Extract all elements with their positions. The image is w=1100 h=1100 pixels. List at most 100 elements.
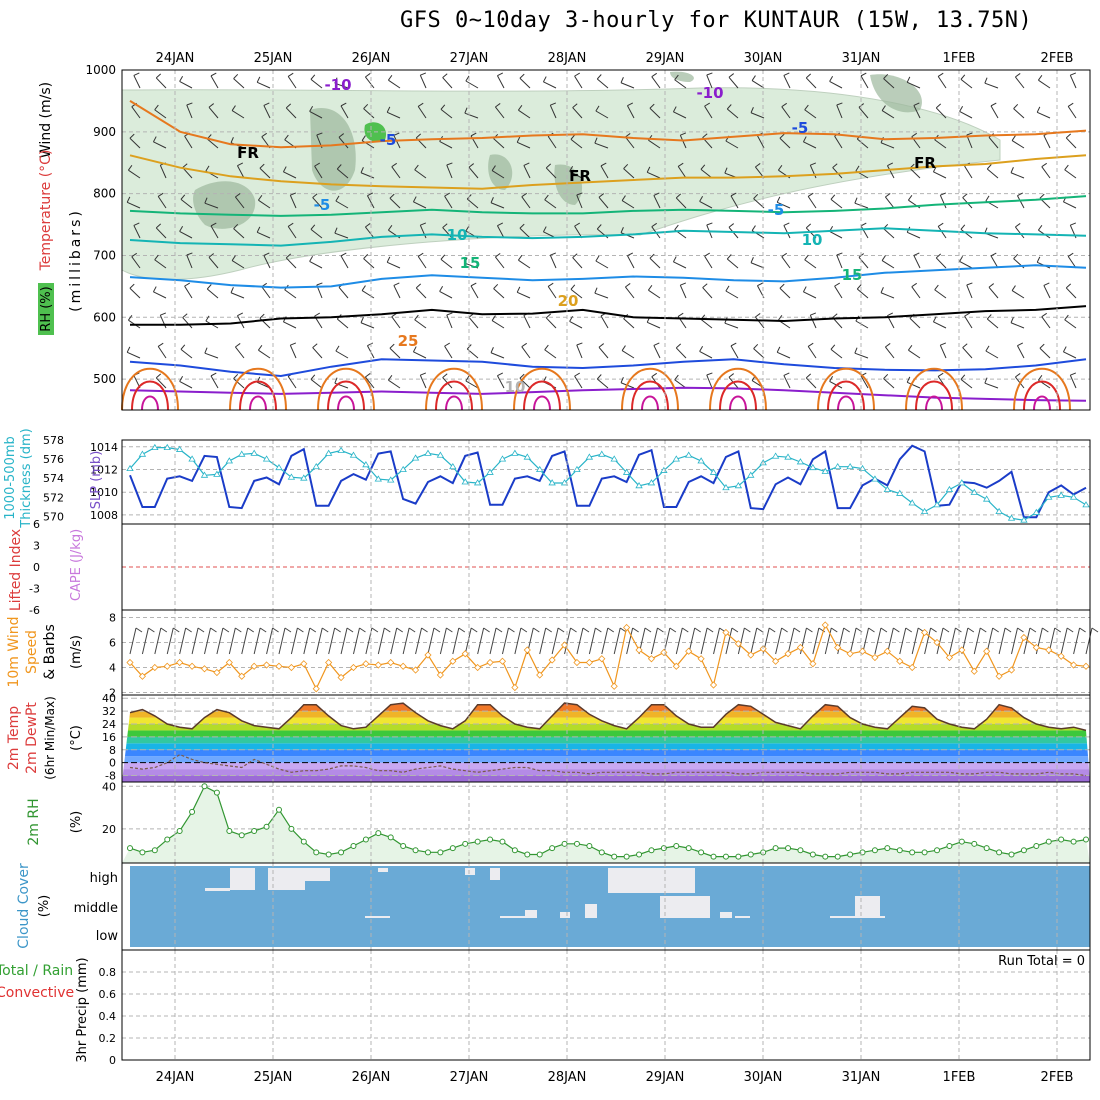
- wind-speed-marker: [560, 641, 569, 649]
- wind-speed-marker: [138, 672, 146, 680]
- thickness-marker: [287, 473, 296, 480]
- wind-speed-marker: [772, 657, 780, 665]
- temp-contour-35: [837, 395, 855, 411]
- axis-label-lifted-index: Lifted Index: [8, 529, 24, 611]
- wind-barb-flag: [756, 627, 764, 633]
- wind-barb-flag: [458, 627, 466, 633]
- wind-speed-marker: [933, 638, 941, 647]
- wind-barb: [253, 627, 261, 655]
- li-tick: -6: [29, 604, 40, 617]
- temp-contour-25: [905, 367, 963, 411]
- rh-marker: [896, 847, 903, 854]
- wind-barb: [663, 627, 671, 655]
- wind-barb-flag: [371, 627, 379, 633]
- wind-barb-flag: [893, 627, 900, 633]
- cloud-middle: [560, 912, 570, 918]
- cloud-level-label: high: [90, 871, 118, 886]
- contour-label: 15: [842, 266, 863, 284]
- date-label-top: 31JAN: [842, 51, 881, 66]
- wind-speed-marker: [809, 660, 817, 668]
- li-tick: 6: [33, 518, 40, 531]
- slp-line: [129, 444, 1087, 519]
- wind-barb-flag: [768, 627, 776, 633]
- contour-label: -10: [696, 84, 723, 102]
- wind-barb-flag: [272, 627, 279, 633]
- thickness-marker: [871, 475, 879, 482]
- thickness-marker: [883, 485, 892, 493]
- wind-speed-marker: [697, 655, 705, 663]
- rh2m-panel: [122, 783, 1090, 863]
- wind-barb-flag: [197, 627, 205, 633]
- rh-marker: [1045, 838, 1052, 845]
- rh-marker: [263, 823, 270, 830]
- wind-barb: [204, 627, 211, 655]
- temp-contour-30: [131, 380, 169, 411]
- wind-barb: [650, 627, 658, 655]
- temp-contour-30: [631, 380, 669, 411]
- contour-label: -5: [380, 131, 397, 149]
- thickness-marker: [250, 449, 258, 456]
- wind-barb: [1060, 627, 1068, 655]
- wind-barb: [737, 627, 745, 655]
- rh-marker: [934, 847, 941, 854]
- date-label-top: 30JAN: [744, 51, 783, 66]
- rh-marker: [424, 849, 431, 856]
- wind-barb: [601, 627, 609, 655]
- rh-tick: 20: [102, 823, 116, 836]
- pressure-tick: 500: [93, 372, 116, 386]
- li-tick: 0: [33, 561, 40, 574]
- thickness-marker: [771, 452, 780, 459]
- date-label-bottom: 24JAN: [156, 1070, 195, 1085]
- wind-speed-marker: [523, 646, 531, 654]
- axis-label-10m-wind: 10m Wind: [6, 616, 22, 687]
- wind-barb-flag: [967, 627, 975, 633]
- wind-barb: [1011, 627, 1018, 655]
- wind-speed-marker: [722, 628, 730, 637]
- thickness-tick: 572: [43, 491, 64, 504]
- contour-label: FR: [569, 167, 591, 185]
- wind-barb-flag: [247, 627, 255, 633]
- rh-marker: [151, 847, 158, 854]
- wind-speed-marker: [1082, 662, 1090, 670]
- wind-barb-flag: [1054, 627, 1062, 633]
- temp-tick: 16: [102, 731, 116, 744]
- wind-barb: [464, 627, 472, 655]
- wind-barb: [191, 627, 199, 655]
- wind-barb: [812, 627, 820, 655]
- rh-marker: [611, 853, 618, 860]
- wind-speed-marker: [623, 623, 631, 632]
- wind-barb: [551, 627, 559, 655]
- cloud-middle: [365, 916, 390, 918]
- temp-tick: 40: [102, 692, 116, 705]
- pressure-tick: 800: [93, 187, 116, 201]
- wind-barb: [216, 627, 224, 655]
- thickness-marker: [821, 467, 829, 474]
- rh-marker: [350, 842, 357, 849]
- wind-barb-flag: [321, 627, 329, 633]
- wind-speed-marker: [399, 662, 407, 670]
- wind-barb-flag: [135, 627, 143, 633]
- wind-barb-flag: [508, 627, 515, 633]
- date-label-bottom: 26JAN: [352, 1070, 391, 1085]
- wind-speed-marker: [461, 650, 469, 658]
- thickness-marker: [163, 443, 171, 451]
- wind-barb-flag: [172, 627, 180, 633]
- thickness-marker: [709, 468, 718, 475]
- wind-barb: [452, 627, 460, 655]
- wind-barb: [328, 627, 336, 655]
- wind-barb-flag: [905, 627, 913, 633]
- rh-marker: [834, 853, 841, 860]
- wind-barb: [787, 627, 795, 655]
- date-label-top: 29JAN: [646, 51, 685, 66]
- thickness-marker: [784, 453, 792, 460]
- wind-barb: [750, 627, 758, 655]
- wind-speed-marker: [1070, 661, 1078, 669]
- rh-marker: [474, 838, 481, 845]
- wind-barb: [824, 627, 832, 655]
- axis-label-rh: RH (%): [39, 286, 54, 331]
- wind-barbs: [126, 72, 1077, 389]
- wind-tick: 4: [109, 662, 116, 675]
- wind-speed-marker: [1020, 633, 1028, 642]
- wind-barb-flag: [781, 627, 788, 633]
- rh-shading-high: [870, 74, 922, 113]
